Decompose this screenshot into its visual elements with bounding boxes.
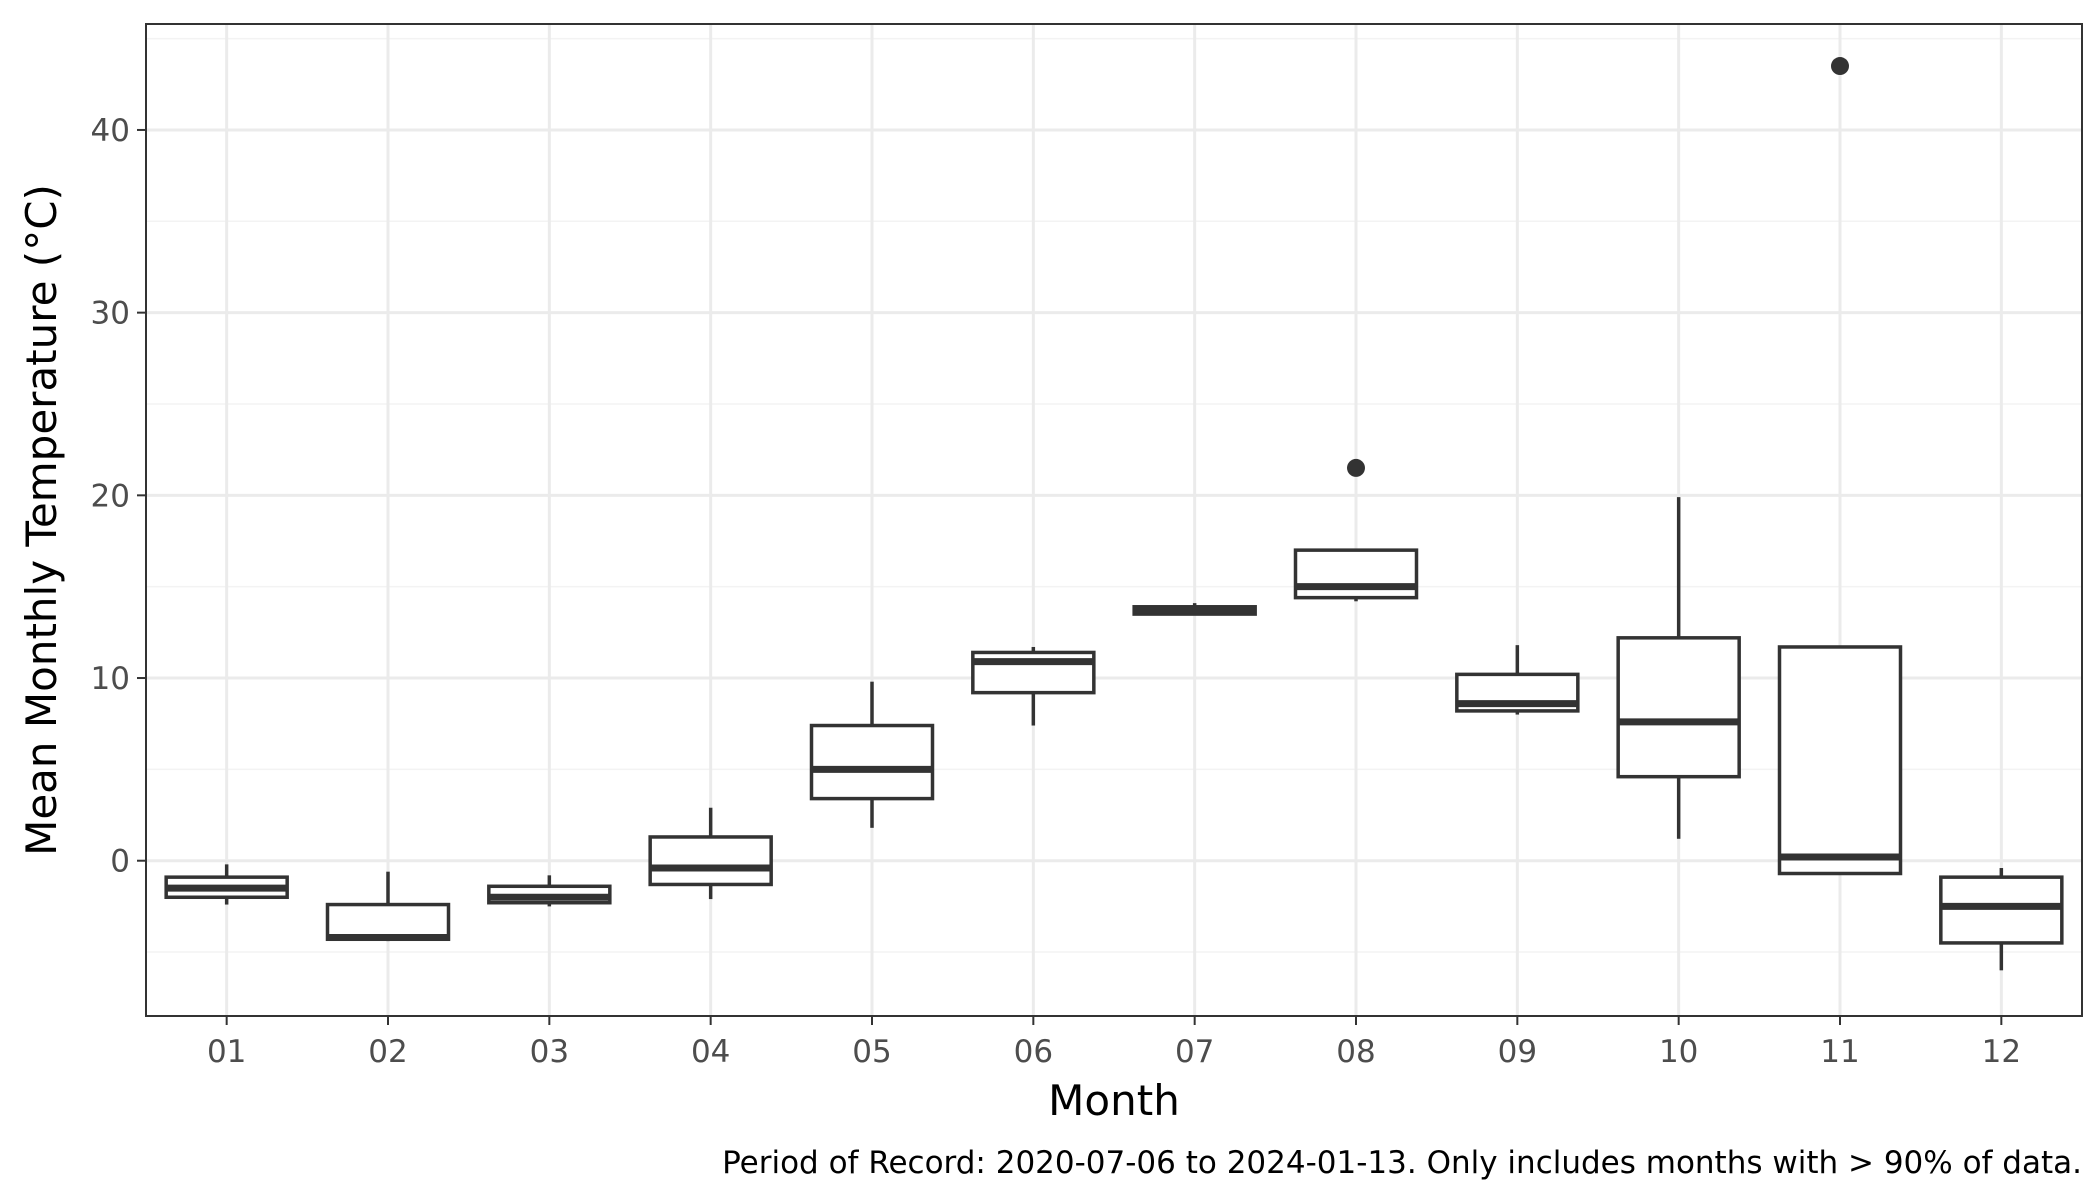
y-tick-label: 0 <box>110 844 130 880</box>
box-rect <box>1293 548 1419 600</box>
box-10 <box>1616 497 1741 839</box>
box-layer <box>164 57 2064 971</box>
box-02 <box>325 871 451 942</box>
box-rect <box>325 902 451 942</box>
y-tick-label: 30 <box>91 296 130 332</box>
box-06 <box>971 646 1096 726</box>
x-tick-label: 10 <box>1659 1034 1698 1070</box>
box-01 <box>164 864 289 905</box>
box-11 <box>1777 57 1903 876</box>
x-tick-label: 01 <box>207 1034 246 1070</box>
x-tick-label: 02 <box>368 1034 407 1070</box>
outlier-point <box>1831 57 1849 76</box>
box-08 <box>1293 458 1419 602</box>
x-axis-title: Month <box>1048 1076 1180 1125</box>
box-12 <box>1939 868 2064 971</box>
box-rect <box>809 723 935 801</box>
panel-border <box>145 23 2083 1017</box>
x-tick-label: 03 <box>530 1034 569 1070</box>
chart-caption: Period of Record: 2020-07-06 to 2024-01-… <box>722 1145 2082 1181</box>
box-rect <box>1777 645 1903 876</box>
box-09 <box>1455 645 1580 715</box>
box-rect <box>1939 875 2064 945</box>
box-04 <box>648 807 773 900</box>
box-07 <box>1132 603 1257 616</box>
panel-background <box>146 24 2082 1016</box>
x-tick-label: 11 <box>1820 1034 1859 1070</box>
tick-layer: 0 10 20 30 40 01 02 03 04 05 06 07 08 09 10 11 12 <box>91 113 2022 1070</box>
x-tick-label: 08 <box>1336 1034 1375 1070</box>
x-tick-label: 09 <box>1498 1034 1537 1070</box>
y-tick-label: 40 <box>91 113 130 149</box>
x-tick-label: 05 <box>852 1034 891 1070</box>
outlier-point <box>1347 458 1365 477</box>
box-05 <box>809 681 935 828</box>
box-03 <box>487 875 612 907</box>
x-tick-label: 06 <box>1014 1034 1053 1070</box>
grid-layer <box>146 24 2082 1016</box>
x-tick-label: 07 <box>1175 1034 1214 1070</box>
y-tick-label: 10 <box>91 661 130 697</box>
x-tick-label: 12 <box>1982 1034 2021 1070</box>
box-rect <box>1616 636 1741 779</box>
x-tick-label: 04 <box>691 1034 730 1070</box>
y-tick-label: 20 <box>91 478 130 514</box>
box-rect <box>648 835 773 887</box>
y-axis-title: Mean Monthly Temperature (°C) <box>17 184 66 856</box>
